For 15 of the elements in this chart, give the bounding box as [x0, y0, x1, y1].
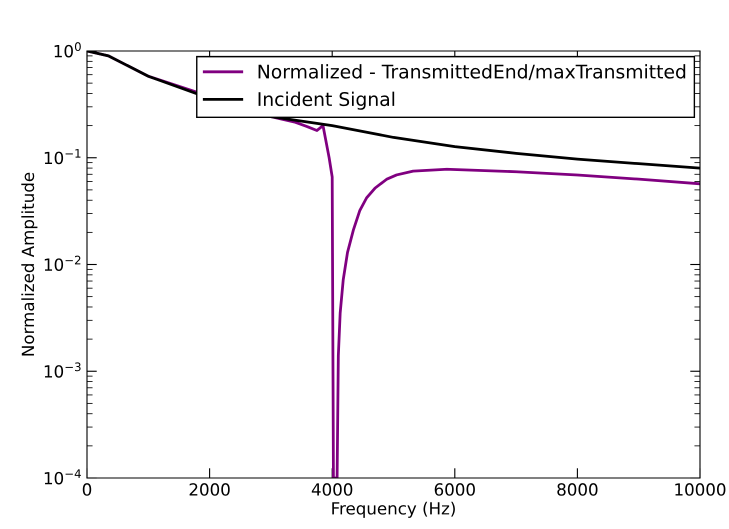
y-tick-label: 10$^{−3}$	[44, 362, 81, 378]
x-tick-label: 4000	[312, 483, 352, 496]
y-axis-title: Normalized Amplitude	[21, 172, 38, 356]
x-tick-label: 6000	[434, 483, 475, 496]
y-tick-label: 10$^{−2}$	[44, 256, 80, 271]
x-tick-label: 0	[82, 483, 92, 496]
x-axis-title: Frequency (Hz)	[332, 502, 455, 518]
x-tick-label: 8000	[557, 483, 598, 496]
legend-label: Incident Signal	[258, 92, 394, 110]
x-tick-label: 2000	[190, 483, 230, 496]
y-tick-label: 10$^{0}$	[54, 42, 81, 58]
y-tick-label: 10$^{−1}$	[44, 149, 80, 164]
x-tick-label: 10000	[675, 483, 726, 496]
legend-label: Normalized - TransmittedEnd/maxTransmitted	[258, 64, 686, 80]
y-tick-label: 10$^{−4}$	[44, 469, 81, 484]
